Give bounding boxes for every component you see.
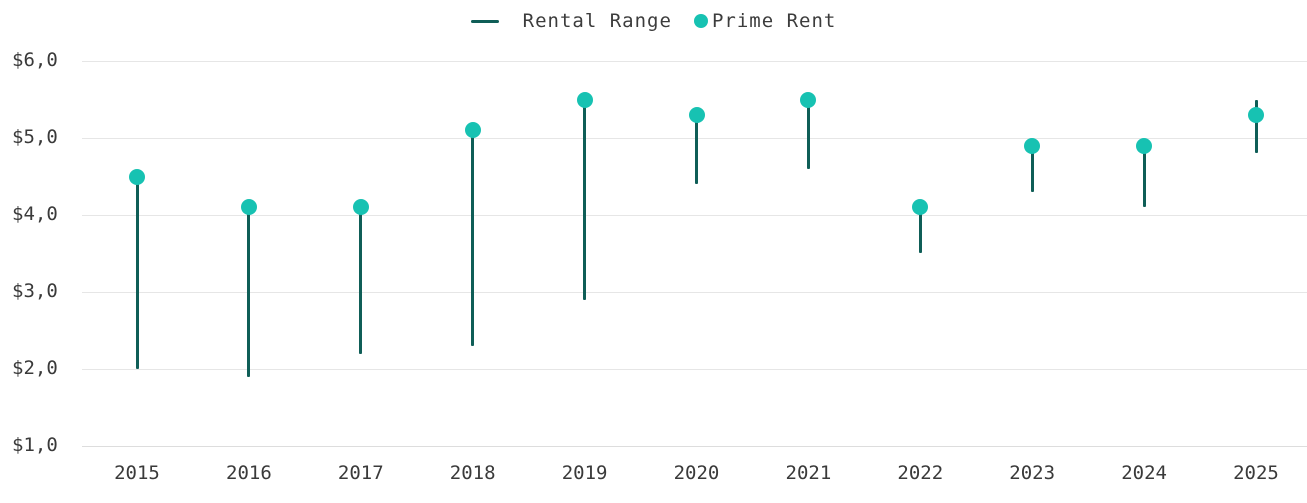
x-axis-label-2017: 2017 [337, 462, 384, 484]
rental-range-line-icon [470, 19, 499, 23]
rental-range-bar-2025[interactable] [1254, 99, 1258, 154]
y-axis-label: $5,0 [12, 126, 58, 148]
prime-rent-dot-icon [693, 14, 708, 28]
prime-rent-point-2023[interactable] [1024, 137, 1041, 154]
legend-label-rental-range: Rental Range [522, 10, 672, 32]
prime-rent-point-2021[interactable] [800, 91, 817, 108]
x-axis-label-2025: 2025 [1233, 462, 1279, 484]
legend-item-prime-rent[interactable]: Prime Rent [693, 10, 837, 32]
gridline-3 [82, 292, 1307, 293]
prime-rent-point-2016[interactable] [240, 199, 257, 216]
x-axis-label-2016: 2016 [226, 462, 272, 484]
prime-rent-point-2020[interactable] [688, 106, 705, 123]
prime-rent-point-2024[interactable] [1136, 137, 1153, 154]
rental-range-bar-2024[interactable] [1142, 145, 1146, 208]
gridline-1 [82, 446, 1307, 447]
prime-rent-point-2022[interactable] [912, 199, 929, 216]
x-axis-label-2021: 2021 [785, 462, 832, 484]
legend-item-rental-range[interactable]: Rental Range [470, 10, 672, 32]
prime-rent-point-2025[interactable] [1248, 106, 1264, 123]
gridline-2 [82, 369, 1307, 370]
prime-rent-point-2019[interactable] [576, 91, 593, 108]
rental-range-bar-2018[interactable] [471, 130, 475, 346]
x-axis-label-2020: 2020 [673, 462, 720, 484]
rental-range-bar-2023[interactable] [1030, 145, 1034, 192]
rental-range-bar-2020[interactable] [695, 114, 698, 185]
rental-range-bar-2015[interactable] [135, 176, 139, 369]
y-axis-label: $2,0 [12, 357, 58, 379]
rental-range-bar-2017[interactable] [359, 207, 363, 354]
prime-rent-point-2018[interactable] [464, 122, 481, 139]
rental-range-bar-2016[interactable] [247, 207, 251, 377]
prime-rent-point-2015[interactable] [129, 168, 145, 185]
x-axis-label-2018: 2018 [449, 462, 496, 484]
x-axis-label-2023: 2023 [1009, 462, 1056, 484]
rental-range-bar-2022[interactable] [918, 207, 922, 254]
rental-range-bar-2019[interactable] [583, 99, 587, 300]
y-axis-label: $6,0 [12, 49, 58, 71]
y-axis-label: $4,0 [12, 203, 58, 225]
y-axis-label: $1,0 [12, 434, 58, 456]
rental-range-bar-2021[interactable] [806, 99, 810, 169]
x-axis-label-2024: 2024 [1121, 462, 1167, 484]
x-axis-label-2015: 2015 [114, 462, 160, 484]
legend-label-prime-rent: Prime Rent [711, 10, 837, 32]
gridline-4 [82, 215, 1307, 216]
y-axis-label: $3,0 [12, 280, 58, 302]
x-axis-label-2022: 2022 [897, 462, 944, 484]
chart-legend: Rental Range Prime Rent [0, 10, 1307, 32]
prime-rent-point-2017[interactable] [352, 199, 369, 216]
gridline-5 [82, 138, 1307, 139]
gridline-6 [82, 61, 1307, 62]
x-axis-label-2019: 2019 [561, 462, 608, 484]
